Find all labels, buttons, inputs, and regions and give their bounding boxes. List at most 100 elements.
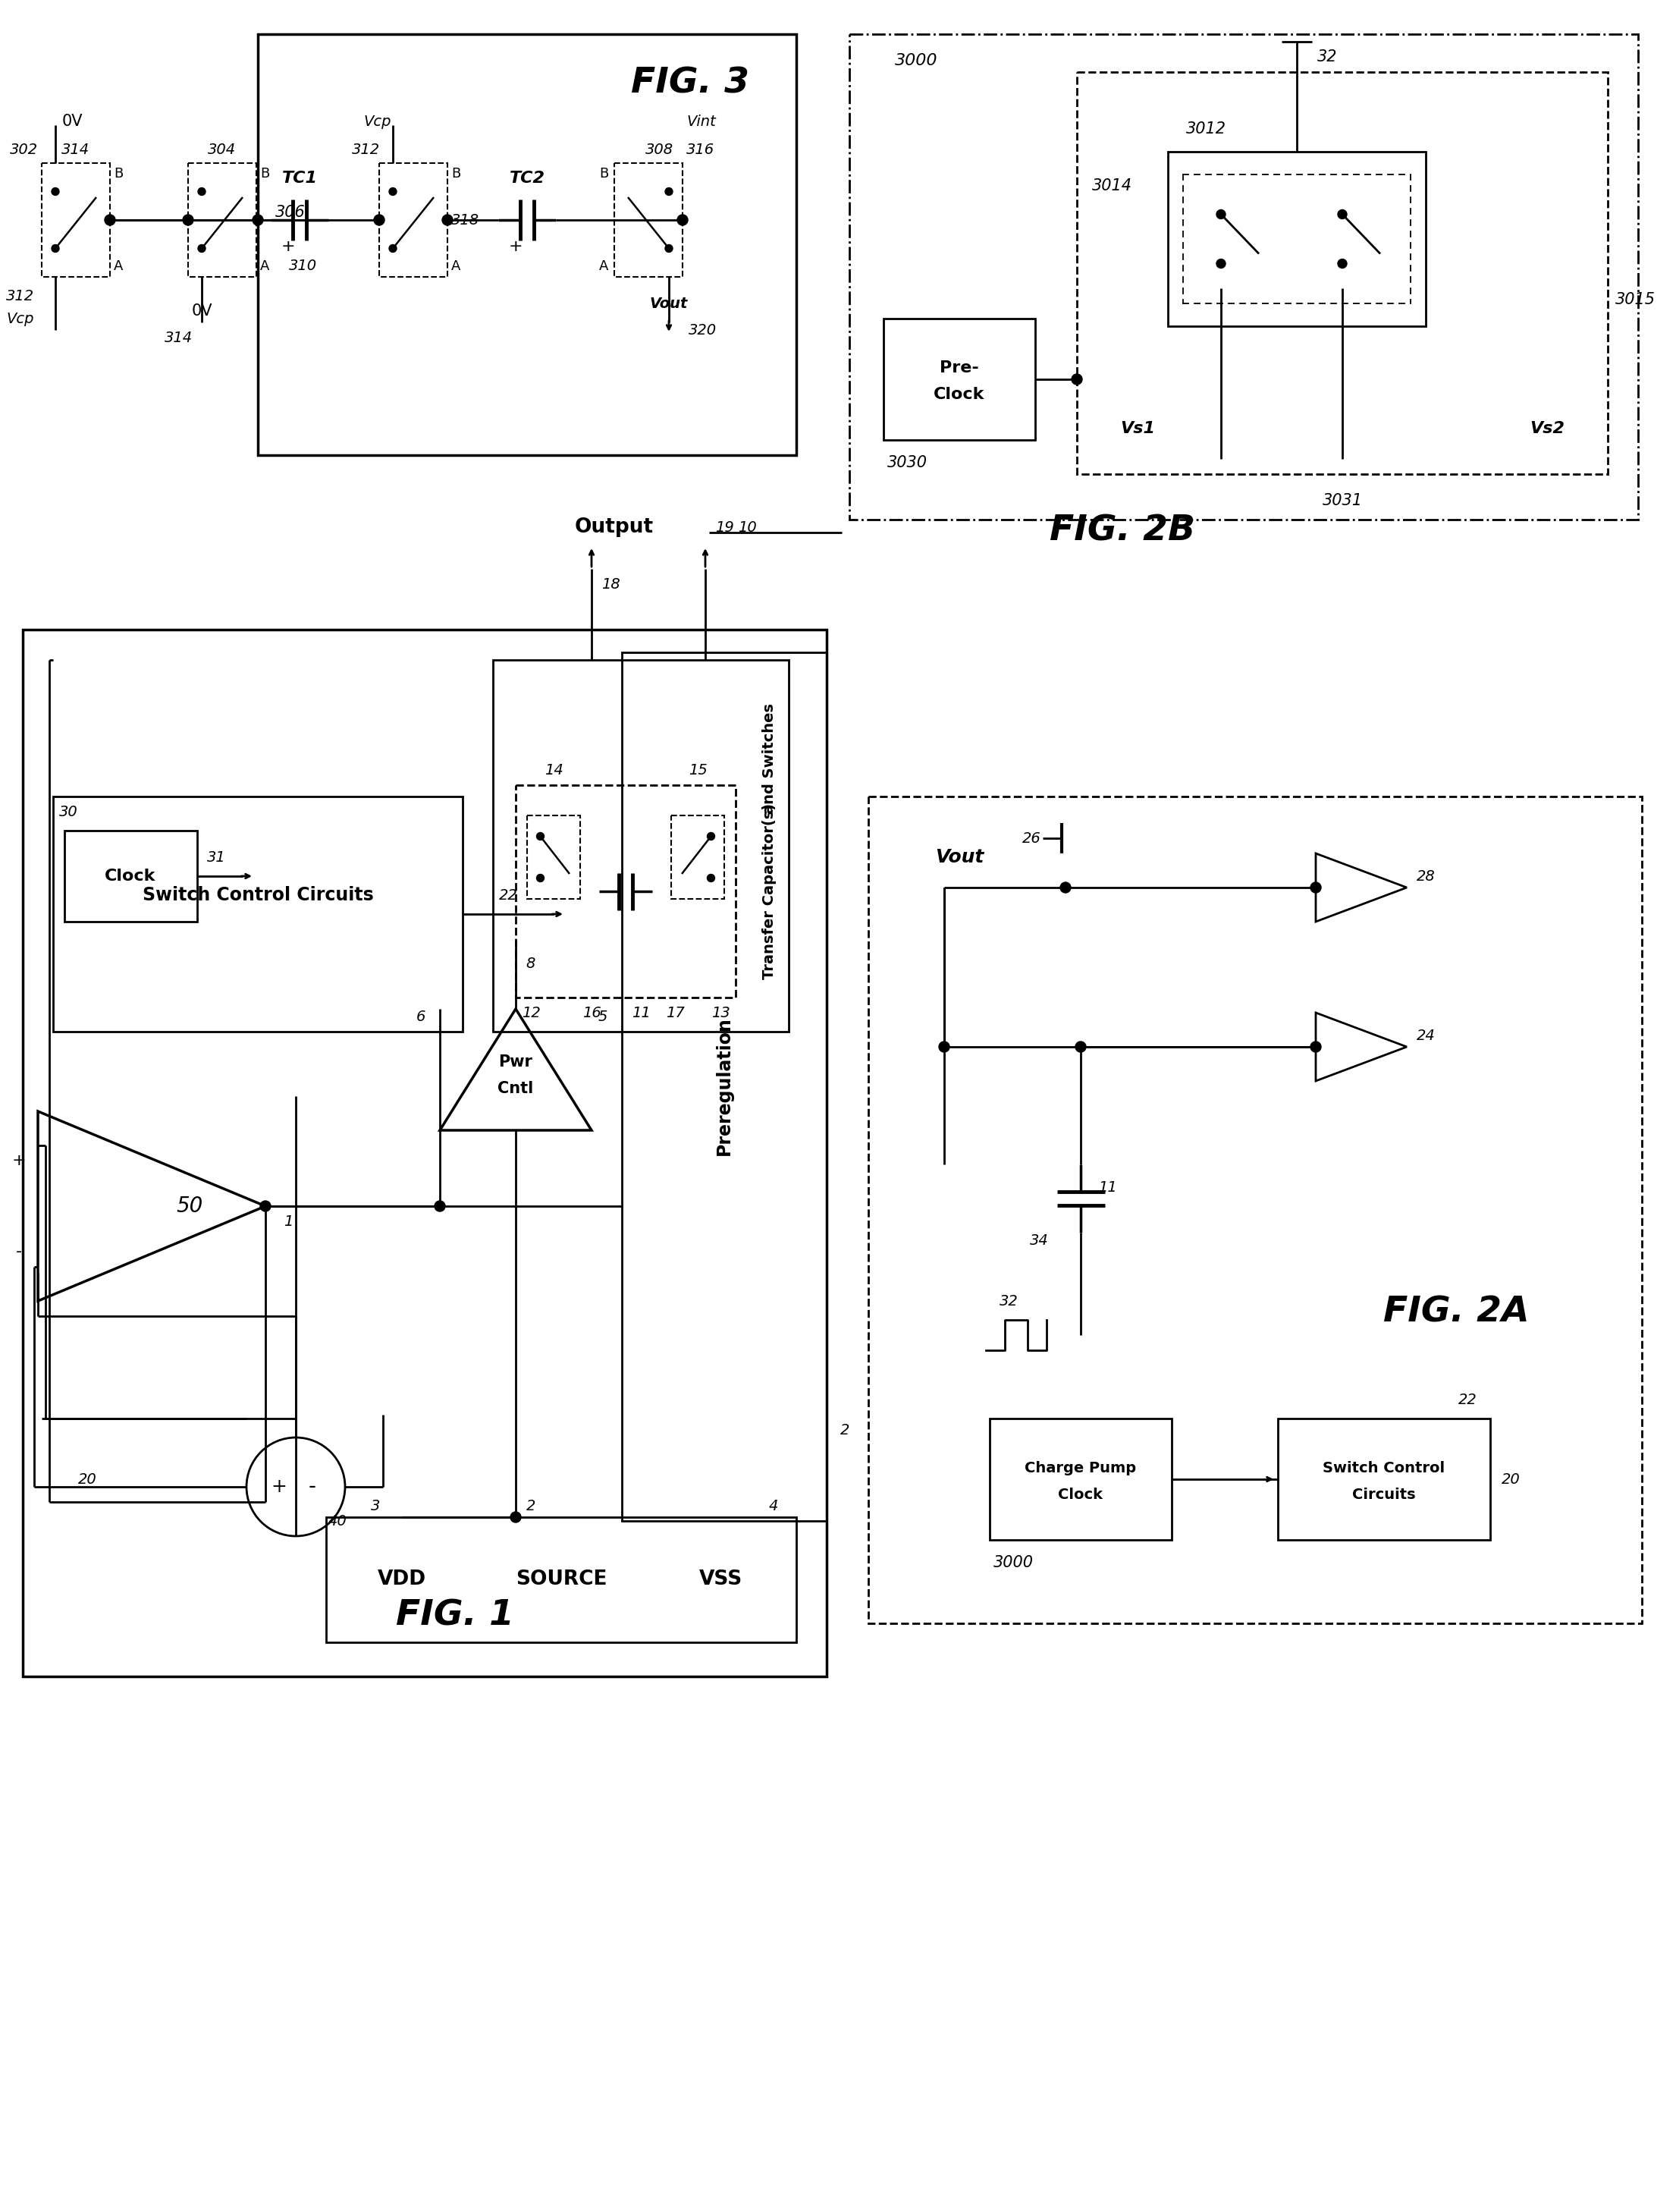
Text: FIG. 3: FIG. 3 <box>630 66 749 100</box>
Bar <box>615 164 682 276</box>
Circle shape <box>1217 210 1225 219</box>
Text: 26: 26 <box>1022 832 1041 845</box>
Text: 314: 314 <box>62 142 91 157</box>
Text: 0V: 0V <box>62 113 82 128</box>
Circle shape <box>665 188 672 195</box>
Text: 2: 2 <box>840 1422 850 1438</box>
Text: A: A <box>260 259 270 272</box>
Text: 8: 8 <box>526 956 536 971</box>
Text: 1: 1 <box>283 1214 293 1228</box>
Text: Clock: Clock <box>1058 1486 1103 1502</box>
Circle shape <box>198 246 206 252</box>
Text: Vcp: Vcp <box>7 312 34 325</box>
Text: +: + <box>508 239 523 254</box>
Circle shape <box>1076 1042 1086 1053</box>
Text: Vcp: Vcp <box>364 115 392 128</box>
Circle shape <box>536 874 545 883</box>
Circle shape <box>1061 883 1071 894</box>
Bar <box>1168 153 1426 325</box>
Text: +: + <box>272 1478 287 1495</box>
Bar <box>989 1418 1172 1540</box>
Bar <box>42 164 111 276</box>
Text: Vs1: Vs1 <box>1120 420 1155 436</box>
Bar <box>188 164 256 276</box>
Circle shape <box>183 215 193 226</box>
Bar <box>54 796 463 1031</box>
Text: 320: 320 <box>689 323 717 336</box>
Text: Pre-: Pre- <box>940 361 979 376</box>
Text: Pwr: Pwr <box>499 1055 533 1071</box>
Text: 10: 10 <box>737 520 756 535</box>
Circle shape <box>374 215 384 226</box>
Text: 22: 22 <box>1458 1391 1477 1407</box>
Circle shape <box>707 874 714 883</box>
Text: 15: 15 <box>689 763 707 776</box>
Text: 14: 14 <box>545 763 563 776</box>
Text: Vout: Vout <box>650 296 687 310</box>
Text: 16: 16 <box>582 1006 602 1020</box>
Text: FIG. 2A: FIG. 2A <box>1383 1296 1529 1329</box>
Bar <box>868 796 1642 1624</box>
Text: 6: 6 <box>416 1009 426 1024</box>
Text: 28: 28 <box>1416 869 1435 883</box>
Text: 17: 17 <box>665 1006 684 1020</box>
Text: 3000: 3000 <box>994 1555 1034 1571</box>
Text: VSS: VSS <box>699 1571 742 1588</box>
Text: SOURCE: SOURCE <box>516 1571 607 1588</box>
Text: 316: 316 <box>687 142 714 157</box>
Text: +: + <box>282 239 295 254</box>
Bar <box>23 630 826 1677</box>
Text: B: B <box>114 166 122 181</box>
Text: and Switches: and Switches <box>763 703 778 814</box>
Text: TC1: TC1 <box>282 170 317 186</box>
Text: 32: 32 <box>999 1294 1017 1307</box>
Text: 3014: 3014 <box>1093 179 1133 192</box>
Text: FIG. 2B: FIG. 2B <box>1049 513 1195 549</box>
Text: 306: 306 <box>275 206 305 219</box>
Text: 312: 312 <box>352 142 380 157</box>
Circle shape <box>677 215 687 226</box>
Bar <box>1277 1418 1490 1540</box>
Text: 3031: 3031 <box>1322 493 1363 509</box>
Text: 20: 20 <box>1502 1471 1520 1486</box>
Text: Cntl: Cntl <box>498 1082 533 1097</box>
Text: 4: 4 <box>769 1498 778 1513</box>
Text: VDD: VDD <box>377 1571 426 1588</box>
Text: -: - <box>308 1475 317 1498</box>
Text: 20: 20 <box>77 1471 97 1486</box>
Circle shape <box>1337 259 1348 268</box>
Text: 3: 3 <box>370 1498 380 1513</box>
Circle shape <box>707 832 714 841</box>
Text: Vs2: Vs2 <box>1530 420 1564 436</box>
Text: 2: 2 <box>526 1498 536 1513</box>
Text: 24: 24 <box>1416 1029 1435 1042</box>
Bar <box>379 164 447 276</box>
Circle shape <box>1217 259 1225 268</box>
Text: -: - <box>15 1243 22 1259</box>
Text: Charge Pump: Charge Pump <box>1026 1460 1136 1475</box>
Circle shape <box>939 1042 950 1053</box>
Circle shape <box>198 188 206 195</box>
Circle shape <box>52 246 59 252</box>
Text: FIG. 1: FIG. 1 <box>396 1599 515 1632</box>
Text: 302: 302 <box>10 142 39 157</box>
Text: A: A <box>451 259 461 272</box>
Circle shape <box>389 246 397 252</box>
Circle shape <box>1071 374 1083 385</box>
Text: 3015: 3015 <box>1616 292 1656 307</box>
Bar <box>516 785 736 998</box>
Text: +: + <box>12 1152 27 1168</box>
Text: 304: 304 <box>208 142 236 157</box>
Text: 18: 18 <box>602 577 620 591</box>
Bar <box>670 816 724 898</box>
Text: B: B <box>598 166 608 181</box>
Text: 30: 30 <box>59 805 77 818</box>
Circle shape <box>253 215 263 226</box>
Text: Clock: Clock <box>106 869 156 885</box>
Text: Output: Output <box>575 518 654 538</box>
Circle shape <box>442 215 453 226</box>
Text: 3030: 3030 <box>887 456 927 471</box>
Circle shape <box>260 1201 272 1212</box>
Circle shape <box>52 188 59 195</box>
Bar <box>64 832 198 922</box>
